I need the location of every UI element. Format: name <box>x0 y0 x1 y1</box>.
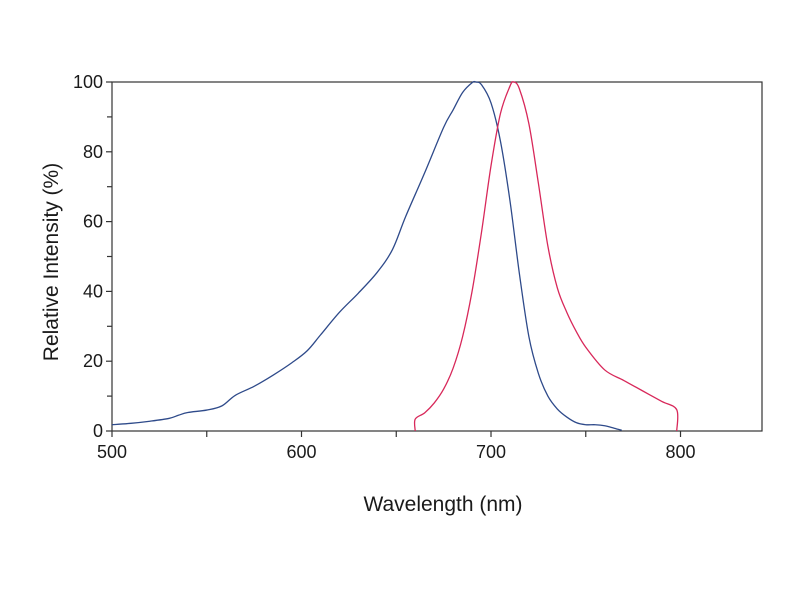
plot-area-frame <box>111 81 763 432</box>
y-tick-label-20: 20 <box>83 351 103 371</box>
tick-labels: 500 600 700 800 0 20 40 60 80 100 <box>73 72 696 462</box>
x-tick-label-500: 500 <box>97 442 127 462</box>
y-axis-title: Relative Intensity (%) <box>40 163 63 361</box>
series-layer <box>111 80 679 432</box>
axis-ticks <box>106 81 682 437</box>
x-tick-label-700: 700 <box>476 442 506 462</box>
series-line-1 <box>111 80 622 431</box>
y-tick-label-40: 40 <box>83 281 103 301</box>
x-tick-label-800: 800 <box>665 442 695 462</box>
y-tick-label-60: 60 <box>83 212 103 232</box>
series-line-2 <box>413 81 679 432</box>
x-axis-title: Wavelength (nm) <box>363 493 522 516</box>
y-tick-label-80: 80 <box>83 142 103 162</box>
y-tick-label-0: 0 <box>93 421 103 441</box>
x-tick-label-600: 600 <box>286 442 316 462</box>
y-tick-label-100: 100 <box>73 72 103 92</box>
